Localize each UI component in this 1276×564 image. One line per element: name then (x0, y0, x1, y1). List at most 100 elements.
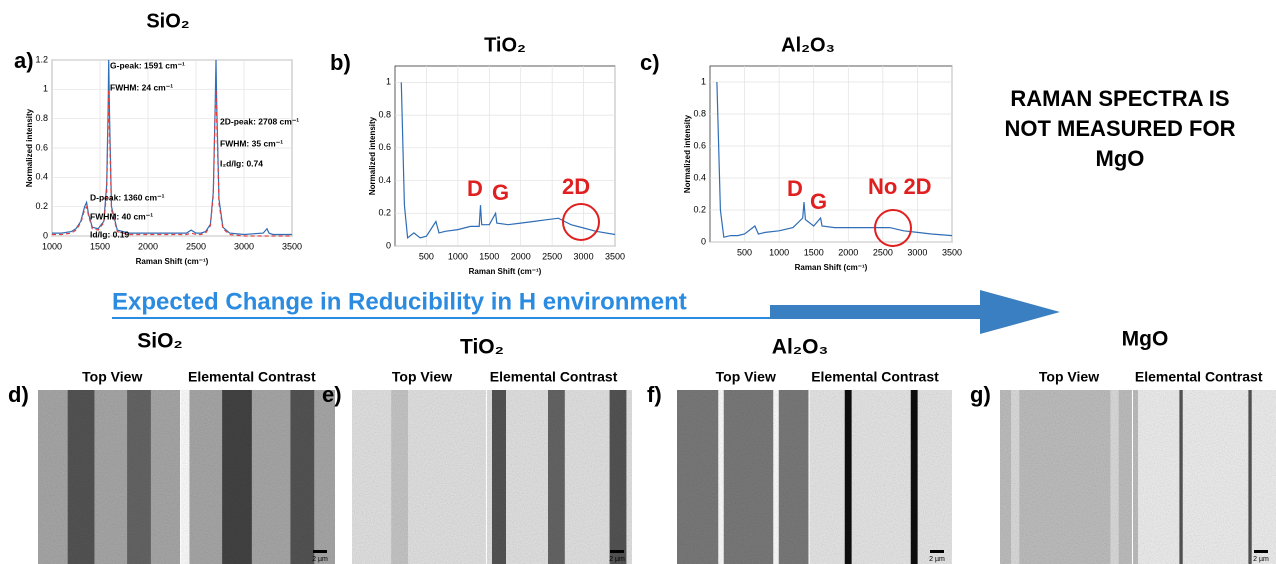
chart-title: SiO₂ (146, 10, 189, 32)
micrograph-stripe (1179, 390, 1183, 564)
x-tick-label: 3500 (605, 251, 625, 261)
micrograph-stripe (222, 390, 252, 564)
micrograph-stripe (391, 390, 408, 564)
scale-label: 2 µm (312, 556, 328, 563)
y-tick-label: 0.6 (693, 140, 706, 150)
annotation: 2D-peak: 2708 cm⁻¹ (220, 116, 299, 126)
annotation: D (787, 176, 803, 201)
chart-title: TiO₂ (484, 34, 526, 56)
y-tick-label: 1 (43, 84, 48, 94)
y-tick-label: 0.8 (378, 109, 391, 119)
x-tick-label: 2500 (186, 241, 206, 251)
panel-label: d) (8, 382, 29, 407)
annotation: FWHM: 24 cm⁻¹ (110, 82, 173, 92)
y-tick-label: 0 (386, 240, 391, 250)
micrograph (38, 390, 335, 564)
annotation: G (810, 189, 827, 214)
note-line: RAMAN SPECTRA IS (1010, 86, 1229, 111)
x-tick-label: 3500 (282, 241, 302, 251)
scale-label: 2 µm (609, 556, 625, 563)
view-label: Top View (1039, 369, 1099, 385)
y-axis-label: Normalized intensity (25, 108, 34, 187)
scale-bar (1254, 550, 1268, 553)
arrow-head (980, 290, 1060, 334)
panel-title: TiO₂ (460, 336, 504, 359)
micrograph-stripe (180, 390, 190, 564)
y-tick-label: 1 (701, 76, 706, 86)
annotation: No 2D (868, 174, 932, 199)
x-tick-label: 500 (419, 251, 434, 261)
annotation: Id/Iɡ: 0.19 (90, 229, 129, 239)
micrograph-stripe (67, 390, 95, 564)
annotation: FWHM: 40 cm⁻¹ (90, 211, 153, 221)
y-tick-label: 0 (43, 230, 48, 240)
annotation: FWHM: 35 cm⁻¹ (220, 138, 283, 148)
panel-title: SiO₂ (137, 330, 183, 353)
spectrum-line (52, 59, 292, 236)
scale-bar (313, 550, 327, 553)
micrograph-stripe (910, 390, 918, 564)
annotation: I₂d/Iɡ: 0.74 (220, 158, 263, 168)
scale-bar (930, 550, 944, 553)
y-tick-label: 0.6 (378, 142, 391, 152)
note-line: NOT MEASURED FOR (1005, 116, 1236, 141)
view-label: Elemental Contrast (1135, 369, 1263, 385)
highlight-circle (874, 209, 912, 247)
spectrum-line (52, 89, 292, 237)
panel-label: g) (970, 382, 991, 407)
view-label: Elemental Contrast (490, 369, 618, 385)
micrograph-stripe (1138, 390, 1276, 564)
x-tick-label: 1500 (90, 241, 110, 251)
panel-label: b) (330, 50, 351, 75)
y-tick-label: 0.8 (35, 113, 48, 123)
y-tick-label: 0.2 (693, 204, 706, 214)
micrograph-stripe (809, 390, 952, 564)
micrograph-stripe (548, 390, 565, 564)
micrograph-stripe (1248, 390, 1252, 564)
y-tick-label: 1 (386, 77, 391, 87)
micrograph (677, 390, 952, 564)
micrograph (352, 390, 632, 564)
micrograph-stripe (718, 390, 724, 564)
x-tick-label: 3000 (574, 251, 594, 261)
note-line: MgO (1096, 146, 1145, 171)
x-axis-label: Raman Shift (cm⁻¹) (136, 257, 209, 266)
micrograph (1000, 390, 1276, 564)
x-tick-label: 3500 (942, 247, 962, 257)
annotation: G (492, 180, 509, 205)
x-axis-label: Raman Shift (cm⁻¹) (795, 263, 868, 272)
plot-area (394, 65, 616, 247)
annotation: D (467, 176, 483, 201)
x-tick-label: 2000 (138, 241, 158, 251)
x-tick-label: 1000 (42, 241, 62, 251)
view-label: Elemental Contrast (811, 369, 939, 385)
panel-title: MgO (1122, 328, 1169, 351)
x-tick-label: 3000 (907, 247, 927, 257)
y-tick-label: 0.2 (35, 201, 48, 211)
x-tick-label: 1500 (804, 247, 824, 257)
x-axis-label: Raman Shift (cm⁻¹) (469, 267, 542, 276)
x-tick-label: 1000 (448, 251, 468, 261)
y-tick-label: 0.6 (35, 142, 48, 152)
scale-label: 2 µm (929, 556, 945, 563)
y-tick-label: 0.2 (378, 208, 391, 218)
panel-label: e) (322, 382, 342, 407)
micrograph-stripe (609, 390, 627, 564)
micrograph-stripe (492, 390, 506, 564)
y-tick-label: 0.4 (378, 175, 391, 185)
x-tick-label: 2000 (511, 251, 531, 261)
view-label: Top View (716, 369, 776, 385)
scale-label: 2 µm (1253, 556, 1269, 563)
x-tick-label: 3000 (234, 241, 254, 251)
x-tick-label: 1500 (479, 251, 499, 261)
scale-bar (610, 550, 624, 553)
y-tick-label: 0.8 (693, 108, 706, 118)
view-label: Top View (392, 369, 452, 385)
x-tick-label: 2500 (542, 251, 562, 261)
view-label: Top View (82, 369, 142, 385)
x-tick-label: 2500 (873, 247, 893, 257)
chart-title: Al₂O₃ (781, 34, 835, 56)
y-tick-label: 0.4 (35, 172, 48, 182)
annotation: 2D (562, 174, 590, 199)
micrograph-stripe (290, 390, 315, 564)
